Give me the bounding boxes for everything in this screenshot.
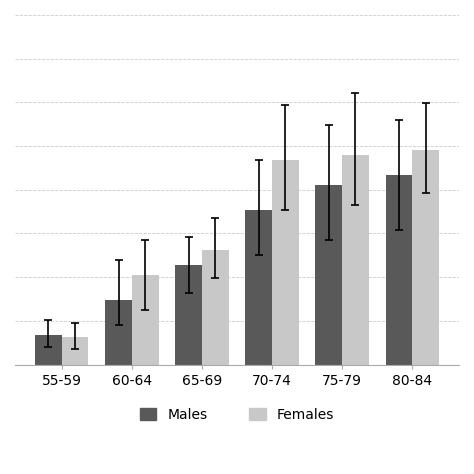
Bar (272, 160, 299, 365)
Bar (412, 150, 439, 365)
Bar (246, 210, 272, 365)
Bar (202, 250, 228, 365)
Bar (35, 335, 62, 365)
Bar (316, 185, 342, 365)
Bar (342, 155, 369, 365)
Bar (62, 337, 89, 365)
Bar (385, 175, 412, 365)
Bar (175, 264, 202, 365)
Legend: Males, Females: Males, Females (134, 402, 340, 428)
Bar (132, 274, 158, 365)
Bar (105, 300, 132, 365)
